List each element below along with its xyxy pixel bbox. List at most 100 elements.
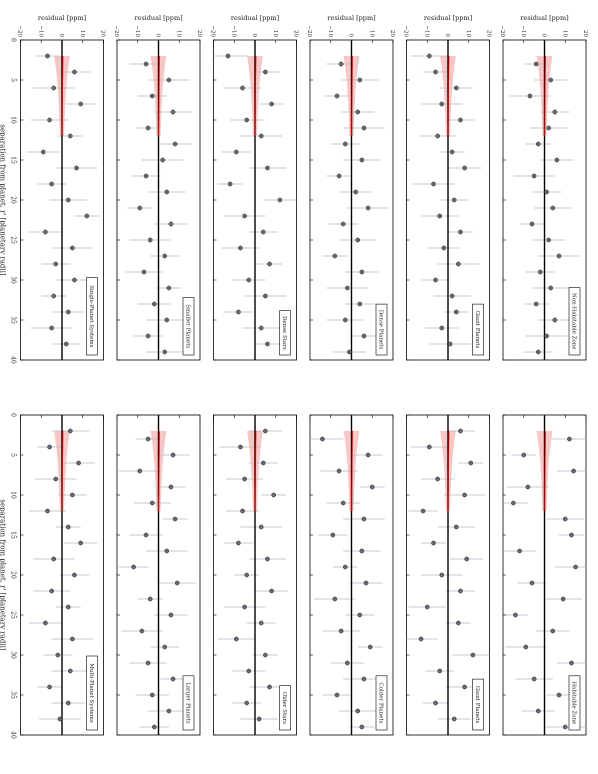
panel-label-box: [472, 303, 484, 356]
data-point: [361, 333, 367, 339]
data-point: [263, 293, 268, 299]
panel-label: Larger Planets: [184, 682, 190, 723]
data-point: [137, 205, 143, 211]
data-point: [361, 516, 367, 522]
data-point: [63, 341, 69, 347]
data-point: [225, 53, 231, 59]
data-point: [65, 197, 71, 203]
data-point: [170, 452, 176, 458]
data-point: [338, 61, 344, 67]
data-point: [45, 508, 50, 514]
data-point: [426, 444, 432, 450]
x-axis-label: separation from planet, r' [planetary ra…: [0, 124, 7, 275]
y-tick-label: −20: [306, 25, 312, 37]
panel-label: Single-Planet Systems: [88, 285, 94, 347]
data-point: [550, 628, 556, 634]
data-point: [168, 484, 174, 490]
data-point: [531, 676, 537, 682]
data-point: [145, 125, 151, 131]
data-point: [462, 492, 467, 498]
data-point: [51, 85, 57, 91]
data-point: [70, 636, 75, 642]
data-point: [53, 261, 59, 267]
data-point: [355, 109, 361, 115]
data-point: [260, 460, 266, 466]
y-tick-label: −20: [210, 25, 216, 37]
data-point: [456, 261, 461, 267]
data-point: [462, 165, 467, 171]
panel-label: Dense Planets: [377, 310, 383, 350]
data-point: [517, 548, 522, 554]
data-point: [451, 716, 457, 722]
data-point: [78, 101, 84, 107]
data-point: [40, 149, 46, 155]
data-point: [347, 349, 352, 355]
y-axis-label: residual [ppm]: [231, 14, 279, 22]
y-tick-label: 10: [561, 30, 567, 37]
data-point: [332, 253, 338, 259]
data-point: [72, 277, 77, 283]
data-point: [544, 333, 549, 339]
data-point: [43, 620, 48, 626]
data-point: [361, 125, 367, 131]
data-point: [533, 61, 539, 67]
data-point: [357, 301, 363, 307]
data-point: [67, 133, 73, 139]
fit-line: [158, 430, 160, 512]
panel-label-box: [568, 675, 581, 731]
x-tick-label: 30: [10, 276, 17, 284]
data-point: [332, 596, 338, 602]
y-tick-label: −10: [230, 25, 236, 37]
data-point: [149, 93, 155, 99]
data-point: [139, 628, 145, 634]
fit-line: [351, 430, 353, 512]
data-point: [569, 532, 574, 538]
data-point: [67, 668, 73, 674]
y-tick-label: 20: [582, 30, 588, 37]
data-point: [72, 69, 77, 75]
x-tick-label: 5: [10, 78, 17, 82]
data-point: [227, 181, 233, 187]
data-point: [533, 301, 539, 307]
y-tick-label: 10: [79, 30, 85, 37]
data-point: [147, 237, 153, 243]
data-point: [143, 61, 149, 67]
panel-label-box: [182, 675, 195, 731]
y-tick-label: 0: [541, 34, 547, 38]
panel-label-box: [182, 297, 195, 356]
panel-label-box: [568, 287, 581, 356]
x-axis-label: separation from planet, r' [planetary ra…: [0, 499, 7, 650]
panel-non-habitable-zone-left: 20 10 0 −10 −20 residual [ppm] Non-Habitable Z…: [499, 14, 588, 361]
data-point: [258, 620, 264, 626]
data-point: [431, 540, 436, 546]
data-point: [265, 341, 270, 347]
data-point: [238, 444, 243, 450]
panel-giant-planets-left: 20 10 0 −10 −20 residual [ppm] Giant Planets: [403, 14, 492, 361]
data-point: [320, 436, 325, 442]
data-point: [269, 588, 274, 594]
panel-label-box: [375, 303, 388, 356]
data-point: [164, 189, 170, 195]
data-point: [263, 428, 268, 434]
data-point: [70, 492, 75, 498]
data-point: [340, 500, 346, 506]
data-point: [525, 484, 531, 490]
data-point: [453, 85, 459, 91]
data-point: [147, 596, 153, 602]
data-point: [345, 285, 350, 291]
data-point: [47, 444, 52, 450]
data-point: [240, 508, 245, 514]
y-tick-label: 20: [486, 30, 492, 37]
data-point: [567, 436, 572, 442]
data-point: [70, 245, 75, 251]
data-point: [67, 428, 73, 434]
data-point: [439, 101, 445, 107]
data-point: [65, 700, 71, 706]
data-point: [453, 309, 459, 315]
y-tick-label: 10: [175, 30, 181, 37]
data-point: [527, 93, 533, 99]
data-point: [447, 341, 453, 347]
data-point: [431, 181, 436, 187]
data-point: [342, 317, 348, 323]
data-point: [246, 277, 252, 283]
